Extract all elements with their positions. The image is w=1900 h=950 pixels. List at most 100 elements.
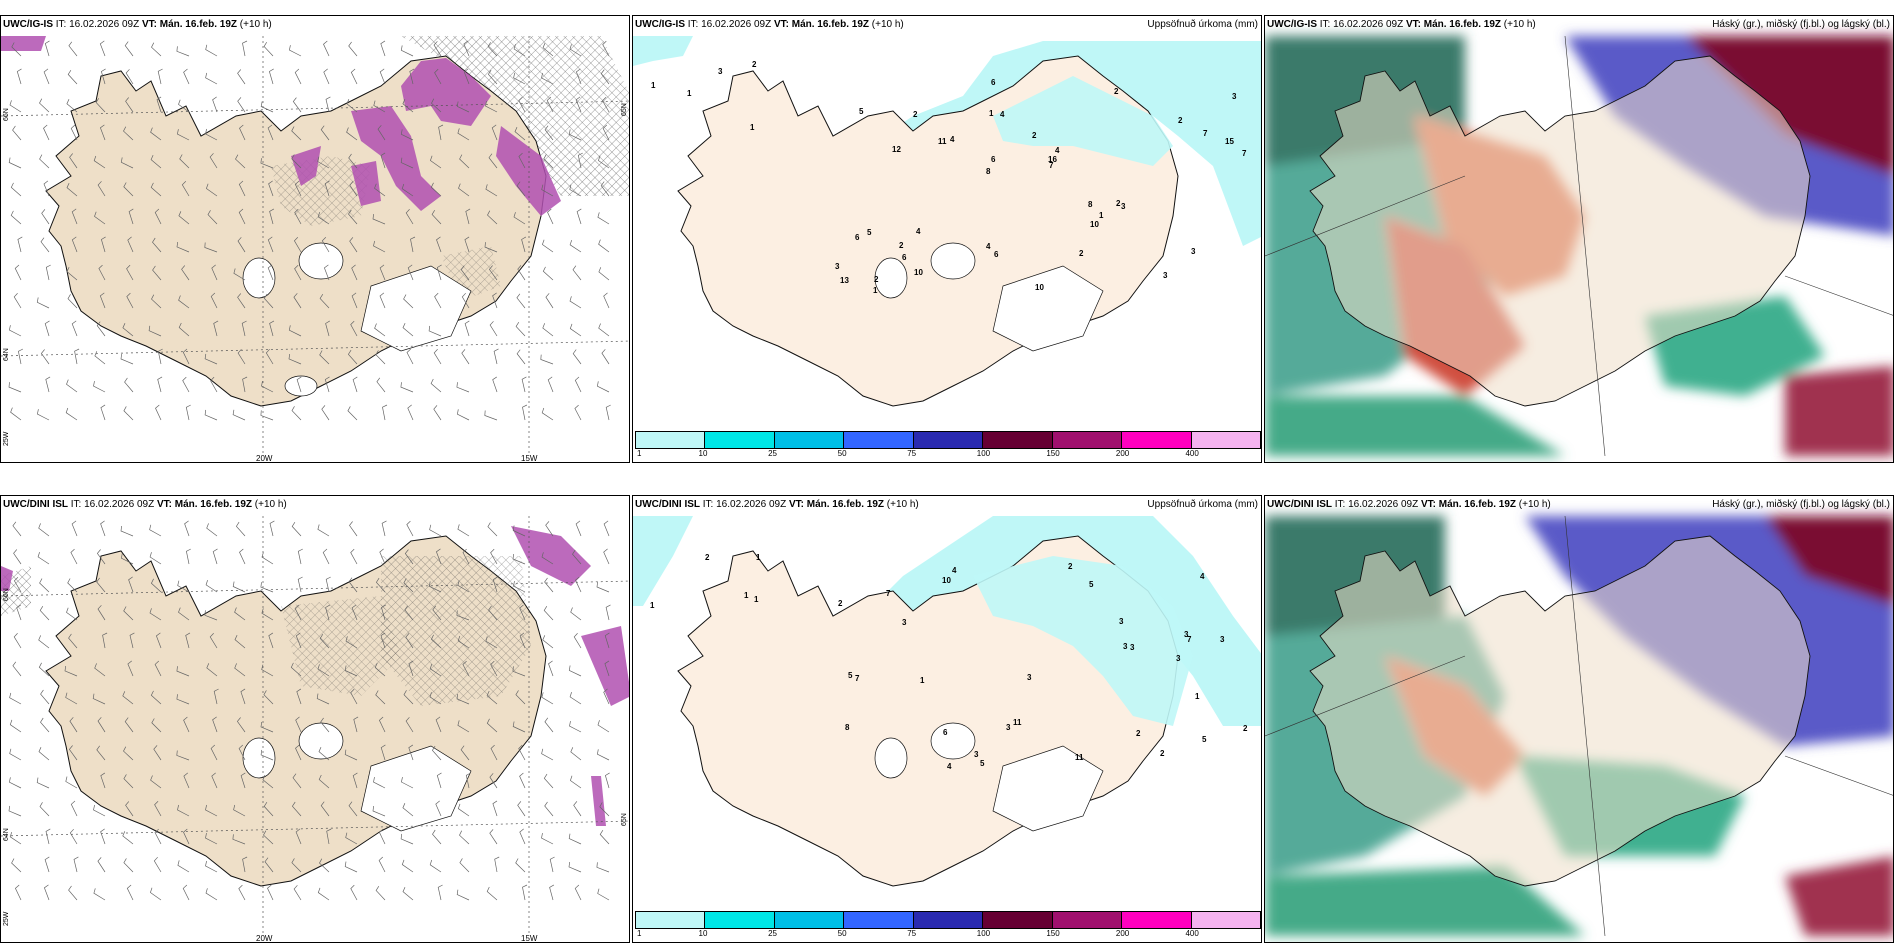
wind-barb bbox=[429, 155, 442, 169]
wind-barb bbox=[459, 154, 470, 169]
precip-value: 3 bbox=[1123, 642, 1128, 651]
wind-barb bbox=[129, 632, 135, 649]
precip-value: 2 bbox=[1160, 749, 1165, 758]
colorbar-swatch bbox=[1052, 432, 1123, 448]
wind-barb bbox=[205, 44, 218, 57]
colorbar-label: 200 bbox=[1115, 449, 1130, 458]
wind-barb bbox=[599, 802, 610, 817]
wind-barb bbox=[183, 68, 190, 85]
wind-barb bbox=[154, 660, 162, 677]
wind-barb bbox=[149, 524, 162, 537]
wind-barb bbox=[602, 96, 610, 113]
wind-barb bbox=[238, 208, 246, 225]
wind-barb bbox=[569, 775, 582, 789]
wind-barb bbox=[184, 520, 190, 537]
wind-barb bbox=[71, 320, 78, 337]
wind-barb bbox=[177, 129, 190, 141]
wind-barb bbox=[297, 548, 303, 565]
wind-barb bbox=[237, 237, 246, 253]
wind-barb bbox=[41, 209, 50, 225]
wind-barb bbox=[126, 884, 134, 901]
wind-barb bbox=[436, 772, 442, 789]
x-label-20w: 20W bbox=[256, 934, 273, 943]
precip-value: 16 bbox=[1048, 155, 1057, 164]
wind-barb bbox=[211, 772, 218, 789]
wind-barb bbox=[43, 180, 50, 197]
wind-barb bbox=[69, 153, 78, 169]
wind-barb bbox=[428, 581, 442, 593]
wind-barb bbox=[126, 264, 134, 281]
wind-barb bbox=[68, 745, 78, 761]
wind-barb bbox=[74, 348, 80, 365]
wind-barb bbox=[382, 404, 388, 421]
precip-value: 7 bbox=[1203, 129, 1208, 138]
map-dini-wind bbox=[1, 496, 629, 942]
wind-barb bbox=[542, 323, 554, 337]
wind-barb bbox=[515, 322, 526, 337]
wind-barb bbox=[325, 576, 331, 593]
wind-barb bbox=[236, 717, 246, 733]
wind-barb bbox=[66, 266, 78, 281]
wind-barb bbox=[263, 830, 274, 845]
colorbar-labels: 1 10 25 50 75 100 150 200 400 bbox=[635, 449, 1261, 461]
wind-barb bbox=[464, 320, 470, 337]
colorbar-swatch bbox=[913, 432, 984, 448]
wind-barb bbox=[406, 348, 414, 365]
wind-barb bbox=[400, 129, 414, 141]
precip-value: 4 bbox=[1200, 572, 1205, 581]
wind-barb bbox=[102, 632, 108, 649]
wind-barb bbox=[97, 605, 106, 621]
wind-barb bbox=[237, 349, 246, 365]
wind-barb bbox=[512, 666, 526, 677]
wind-barb bbox=[546, 96, 554, 113]
wind-barb bbox=[264, 857, 274, 873]
wind-barb bbox=[380, 152, 386, 169]
precip-value: 3 bbox=[1191, 247, 1196, 256]
wind-barb bbox=[374, 662, 386, 677]
wind-barb bbox=[324, 180, 330, 197]
wind-barb bbox=[457, 580, 470, 593]
wind-barb bbox=[186, 548, 191, 565]
wind-barb bbox=[67, 294, 78, 309]
precip-value: 1 bbox=[920, 676, 925, 685]
wind-barb bbox=[379, 68, 386, 85]
wind-barb bbox=[521, 376, 527, 393]
wind-barb bbox=[568, 861, 582, 873]
wind-barb bbox=[294, 604, 302, 621]
wind-barb bbox=[575, 96, 582, 113]
wind-barb bbox=[603, 548, 610, 565]
precip-value: 13 bbox=[840, 276, 849, 285]
wind-barb bbox=[577, 152, 583, 169]
precip-value: 15 bbox=[1225, 137, 1234, 146]
wind-barb bbox=[373, 100, 386, 113]
wind-barb bbox=[240, 772, 246, 789]
wind-barb bbox=[569, 184, 582, 197]
wind-barb bbox=[325, 320, 330, 337]
wind-barb bbox=[373, 777, 386, 789]
wind-barb bbox=[232, 834, 246, 845]
precip-value: 1 bbox=[754, 595, 759, 604]
y-label-64n: 64N bbox=[3, 828, 10, 841]
wind-barb bbox=[212, 96, 218, 113]
panel-title: UWC/DINI ISL IT: 16.02.2026 09Z VT: Mán.… bbox=[1267, 499, 1551, 510]
wind-barb bbox=[429, 524, 442, 537]
wind-barb bbox=[378, 856, 386, 873]
wind-barb bbox=[205, 833, 218, 845]
wind-barb bbox=[71, 520, 78, 537]
wind-barb bbox=[268, 68, 274, 85]
wind-barb bbox=[157, 348, 163, 365]
wind-barb bbox=[182, 348, 190, 365]
wind-barb bbox=[457, 635, 470, 649]
wind-barb bbox=[485, 636, 498, 649]
wind-barb bbox=[597, 888, 610, 901]
wind-barb bbox=[603, 688, 610, 705]
precip-value: 11 bbox=[938, 137, 947, 146]
precip-value: 1 bbox=[750, 123, 755, 132]
wind-barb bbox=[185, 404, 191, 421]
wind-barb bbox=[70, 124, 78, 141]
wind-barb bbox=[260, 158, 274, 169]
wind-barb bbox=[484, 410, 498, 421]
colorbar-swatch bbox=[636, 912, 706, 928]
wind-barb bbox=[73, 856, 79, 873]
